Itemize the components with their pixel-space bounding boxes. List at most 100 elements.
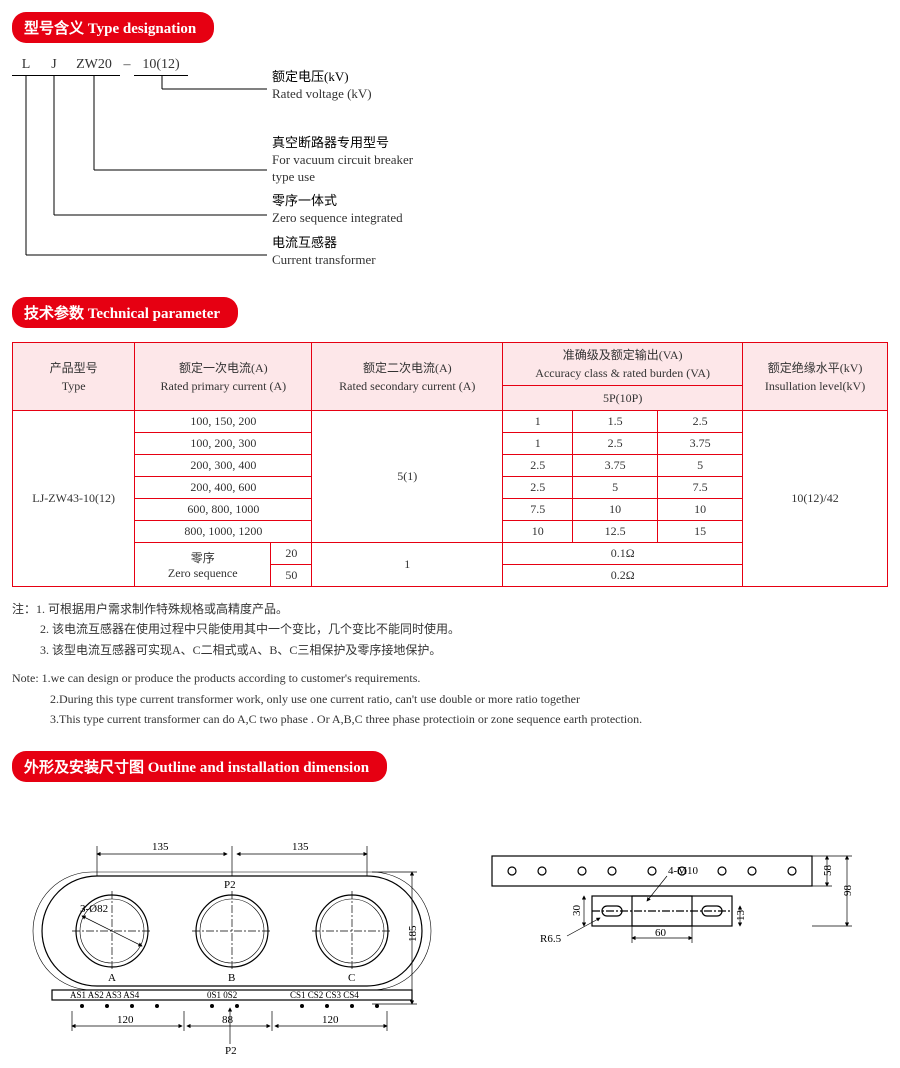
desc-rated-voltage: 额定电压(kV) Rated voltage (kV): [272, 69, 432, 103]
diagram-front: 135 135 P2 3-Ø82 185 A B C: [12, 826, 432, 1056]
cell-a3: 2.5: [658, 411, 743, 433]
desc-en: Current transformer: [272, 252, 432, 269]
technical-parameter-table: 产品型号 Type 额定一次电流(A) Rated primary curren…: [12, 342, 888, 587]
desc-zero-seq: 零序一体式 Zero sequence integrated: [272, 193, 432, 227]
cell-a3: 7.5: [658, 477, 743, 499]
note-3: 3. 该型电流互感器可实现A、C二相式或A、B、C三相保护及零序接地保护。: [12, 640, 888, 660]
dim-60: 60: [655, 927, 667, 939]
th-primary: 额定一次电流(A) Rated primary current (A): [135, 343, 312, 411]
cell-a2: 12.5: [573, 521, 658, 543]
section-header-tech: 技术参数 Technical parameter: [12, 297, 238, 328]
type-codes-row: L J ZW20 – 10(12): [12, 57, 188, 76]
th-cn: 额定一次电流(A): [179, 361, 268, 375]
cell-a1: 7.5: [503, 499, 573, 521]
desc-en: For vacuum circuit breaker type use: [272, 152, 432, 186]
dim-height-185: 185: [407, 925, 419, 942]
desc-cn: 额定电压(kV): [272, 69, 432, 86]
dim-58: 58: [822, 865, 834, 877]
cell-type: LJ-ZW43-10(12): [13, 411, 135, 587]
th-secondary: 额定二次电流(A) Rated secondary current (A): [312, 343, 503, 411]
terminal-dots: [80, 1004, 379, 1008]
notes-prefix: 注：: [12, 602, 36, 616]
cell-primary: 200, 300, 400: [135, 455, 312, 477]
diagrams-row: 135 135 P2 3-Ø82 185 A B C: [12, 826, 888, 1056]
th-en: Rated secondary current (A): [339, 379, 475, 393]
dim-13: 13: [735, 910, 747, 922]
terminals-mid: 0S1 0S2: [207, 990, 237, 1000]
cell-a3: 15: [658, 521, 743, 543]
th-cn: 额定绝缘水平(kV): [768, 361, 863, 375]
notes-cn: 注：1. 可根据用户需求制作特殊规格或高精度产品。 2. 该电流互感器在使用过程…: [12, 599, 888, 660]
th-accuracy: 准确级及额定输出(VA) Accuracy class & rated burd…: [503, 343, 743, 386]
dim-135-right: 135: [292, 841, 309, 853]
th-en: Type: [62, 379, 86, 393]
cell-a3: 10: [658, 499, 743, 521]
th-en: Rated primary current (A): [161, 379, 287, 393]
desc-en: Rated voltage (kV): [272, 86, 432, 103]
cell-a2: 3.75: [573, 455, 658, 477]
phase-c: C: [348, 972, 355, 984]
dim-4m10: 4-M10: [668, 865, 698, 877]
code-separator: –: [120, 57, 134, 76]
th-cn: 产品型号: [50, 361, 98, 375]
type-designation-block: L J ZW20 – 10(12) 额定电压(kV) Rated voltage…: [12, 57, 888, 277]
cell-primary: 600, 800, 1000: [135, 499, 312, 521]
dim-phi-82: 3-Ø82: [80, 903, 108, 915]
cell-zs-ohm: 0.2Ω: [503, 565, 743, 587]
dim-r65: R6.5: [540, 933, 562, 945]
cell-a2: 1.5: [573, 411, 658, 433]
cell-a1: 2.5: [503, 455, 573, 477]
terminals-right: CS1 CS2 CS3 CS4: [290, 990, 359, 1000]
desc-cn: 零序一体式: [272, 193, 432, 210]
cell-a2: 2.5: [573, 433, 658, 455]
dim-120-r: 120: [322, 1014, 339, 1026]
dim-88: 88: [222, 1014, 234, 1026]
th-type: 产品型号 Type: [13, 343, 135, 411]
cell-zero-seq-label: 零序Zero sequence: [135, 543, 271, 587]
cell-a1: 2.5: [503, 477, 573, 499]
code-J: J: [40, 57, 68, 76]
cell-a1: 10: [503, 521, 573, 543]
cell-primary: 200, 400, 600: [135, 477, 312, 499]
cell-insulation: 10(12)/42: [743, 411, 888, 587]
note-1: 1. 可根据用户需求制作特殊规格或高精度产品。: [36, 602, 288, 616]
notes-en: Note: 1.we can design or produce the pro…: [12, 668, 888, 729]
cell-zs-ohm: 0.1Ω: [503, 543, 743, 565]
desc-ct: 电流互感器 Current transformer: [272, 235, 432, 269]
dim-30: 30: [571, 905, 583, 917]
label-p2-top: P2: [224, 879, 236, 891]
cell-zs-val: 50: [271, 565, 312, 587]
th-cn: 额定二次电流(A): [363, 361, 452, 375]
desc-cn: 真空断路器专用型号: [272, 135, 432, 152]
cell-a1: 1: [503, 411, 573, 433]
note-2: 2. 该电流互感器在使用过程中只能使用其中一个变比，几个变比不能同时使用。: [12, 619, 888, 639]
cell-primary: 100, 150, 200: [135, 411, 312, 433]
phase-b: B: [228, 972, 235, 984]
table-row: LJ-ZW43-10(12)100, 150, 2005(1)11.52.510…: [13, 411, 888, 433]
desc-en: Zero sequence integrated: [272, 210, 432, 227]
side-top-bolts: [508, 867, 796, 875]
note-en-3: 3.This type current transformer can do A…: [12, 709, 888, 729]
section-header-type: 型号含义 Type designation: [12, 12, 214, 43]
note-en-2: 2.During this type current transformer w…: [12, 689, 888, 709]
cell-primary: 100, 200, 300: [135, 433, 312, 455]
cell-a3: 5: [658, 455, 743, 477]
desc-vacuum-breaker: 真空断路器专用型号 For vacuum circuit breaker typ…: [272, 135, 432, 186]
desc-cn: 电流互感器: [272, 235, 432, 252]
cell-primary: 800, 1000, 1200: [135, 521, 312, 543]
th-en: Accuracy class & rated burden (VA): [535, 366, 710, 380]
cell-a3: 3.75: [658, 433, 743, 455]
note-en-1: 1.we can design or produce the products …: [42, 671, 421, 685]
code-ZW20: ZW20: [68, 57, 120, 76]
cell-zs-val: 20: [271, 543, 312, 565]
section-header-outline: 外形及安装尺寸图 Outline and installation dimens…: [12, 751, 387, 782]
th-accuracy-sub: 5P(10P): [503, 386, 743, 411]
type-description-list: 额定电压(kV) Rated voltage (kV) 真空断路器专用型号 Fo…: [272, 69, 432, 277]
code-voltage: 10(12): [134, 57, 188, 76]
cell-zs-sec: 1: [312, 543, 503, 587]
th-cn: 准确级及额定输出(VA): [563, 348, 683, 362]
notes-en-prefix: Note:: [12, 671, 42, 685]
code-L: L: [12, 57, 40, 76]
dim-98: 98: [842, 885, 854, 897]
th-insulation: 额定绝缘水平(kV) Insullation level(kV): [743, 343, 888, 411]
